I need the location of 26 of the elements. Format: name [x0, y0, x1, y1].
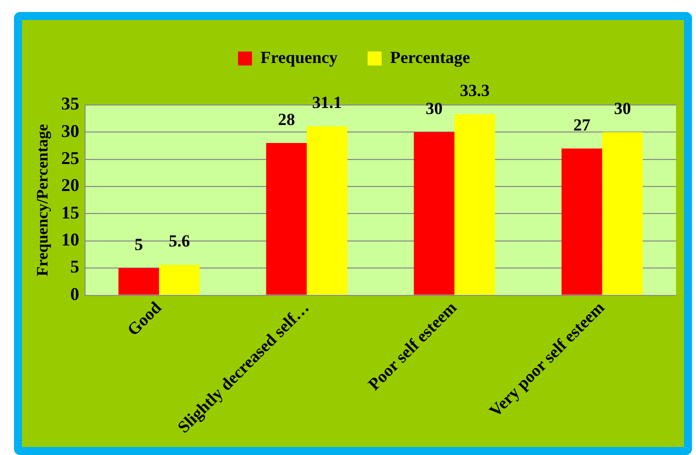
data-label: 27	[573, 115, 591, 134]
y-tick-label: 20	[61, 175, 80, 196]
y-tick-label: 0	[70, 284, 80, 304]
bar	[266, 143, 307, 295]
y-tick-label: 25	[61, 148, 80, 168]
bar	[118, 268, 160, 295]
y-tick-label: 30	[61, 120, 80, 141]
y-tick-label: 35	[61, 94, 80, 114]
legend-label: Frequency	[260, 48, 338, 67]
legend-label: Percentage	[390, 48, 470, 67]
bar	[562, 148, 602, 295]
bar	[414, 132, 454, 295]
data-label: 5.6	[168, 232, 190, 251]
data-label: 30	[426, 99, 443, 118]
y-tick-label: 15	[61, 202, 80, 222]
data-label: 30	[614, 99, 631, 118]
y-axis-title: Frequency/Percentage	[34, 124, 52, 276]
bar	[159, 264, 200, 295]
data-label: 28	[278, 110, 295, 129]
bar	[602, 132, 643, 295]
y-tick-label: 5	[70, 256, 80, 277]
data-label: 5	[134, 234, 143, 254]
data-label: 33.3	[460, 81, 490, 100]
y-tick-label: 10	[61, 230, 80, 250]
bar	[454, 114, 496, 295]
bar	[306, 126, 348, 295]
